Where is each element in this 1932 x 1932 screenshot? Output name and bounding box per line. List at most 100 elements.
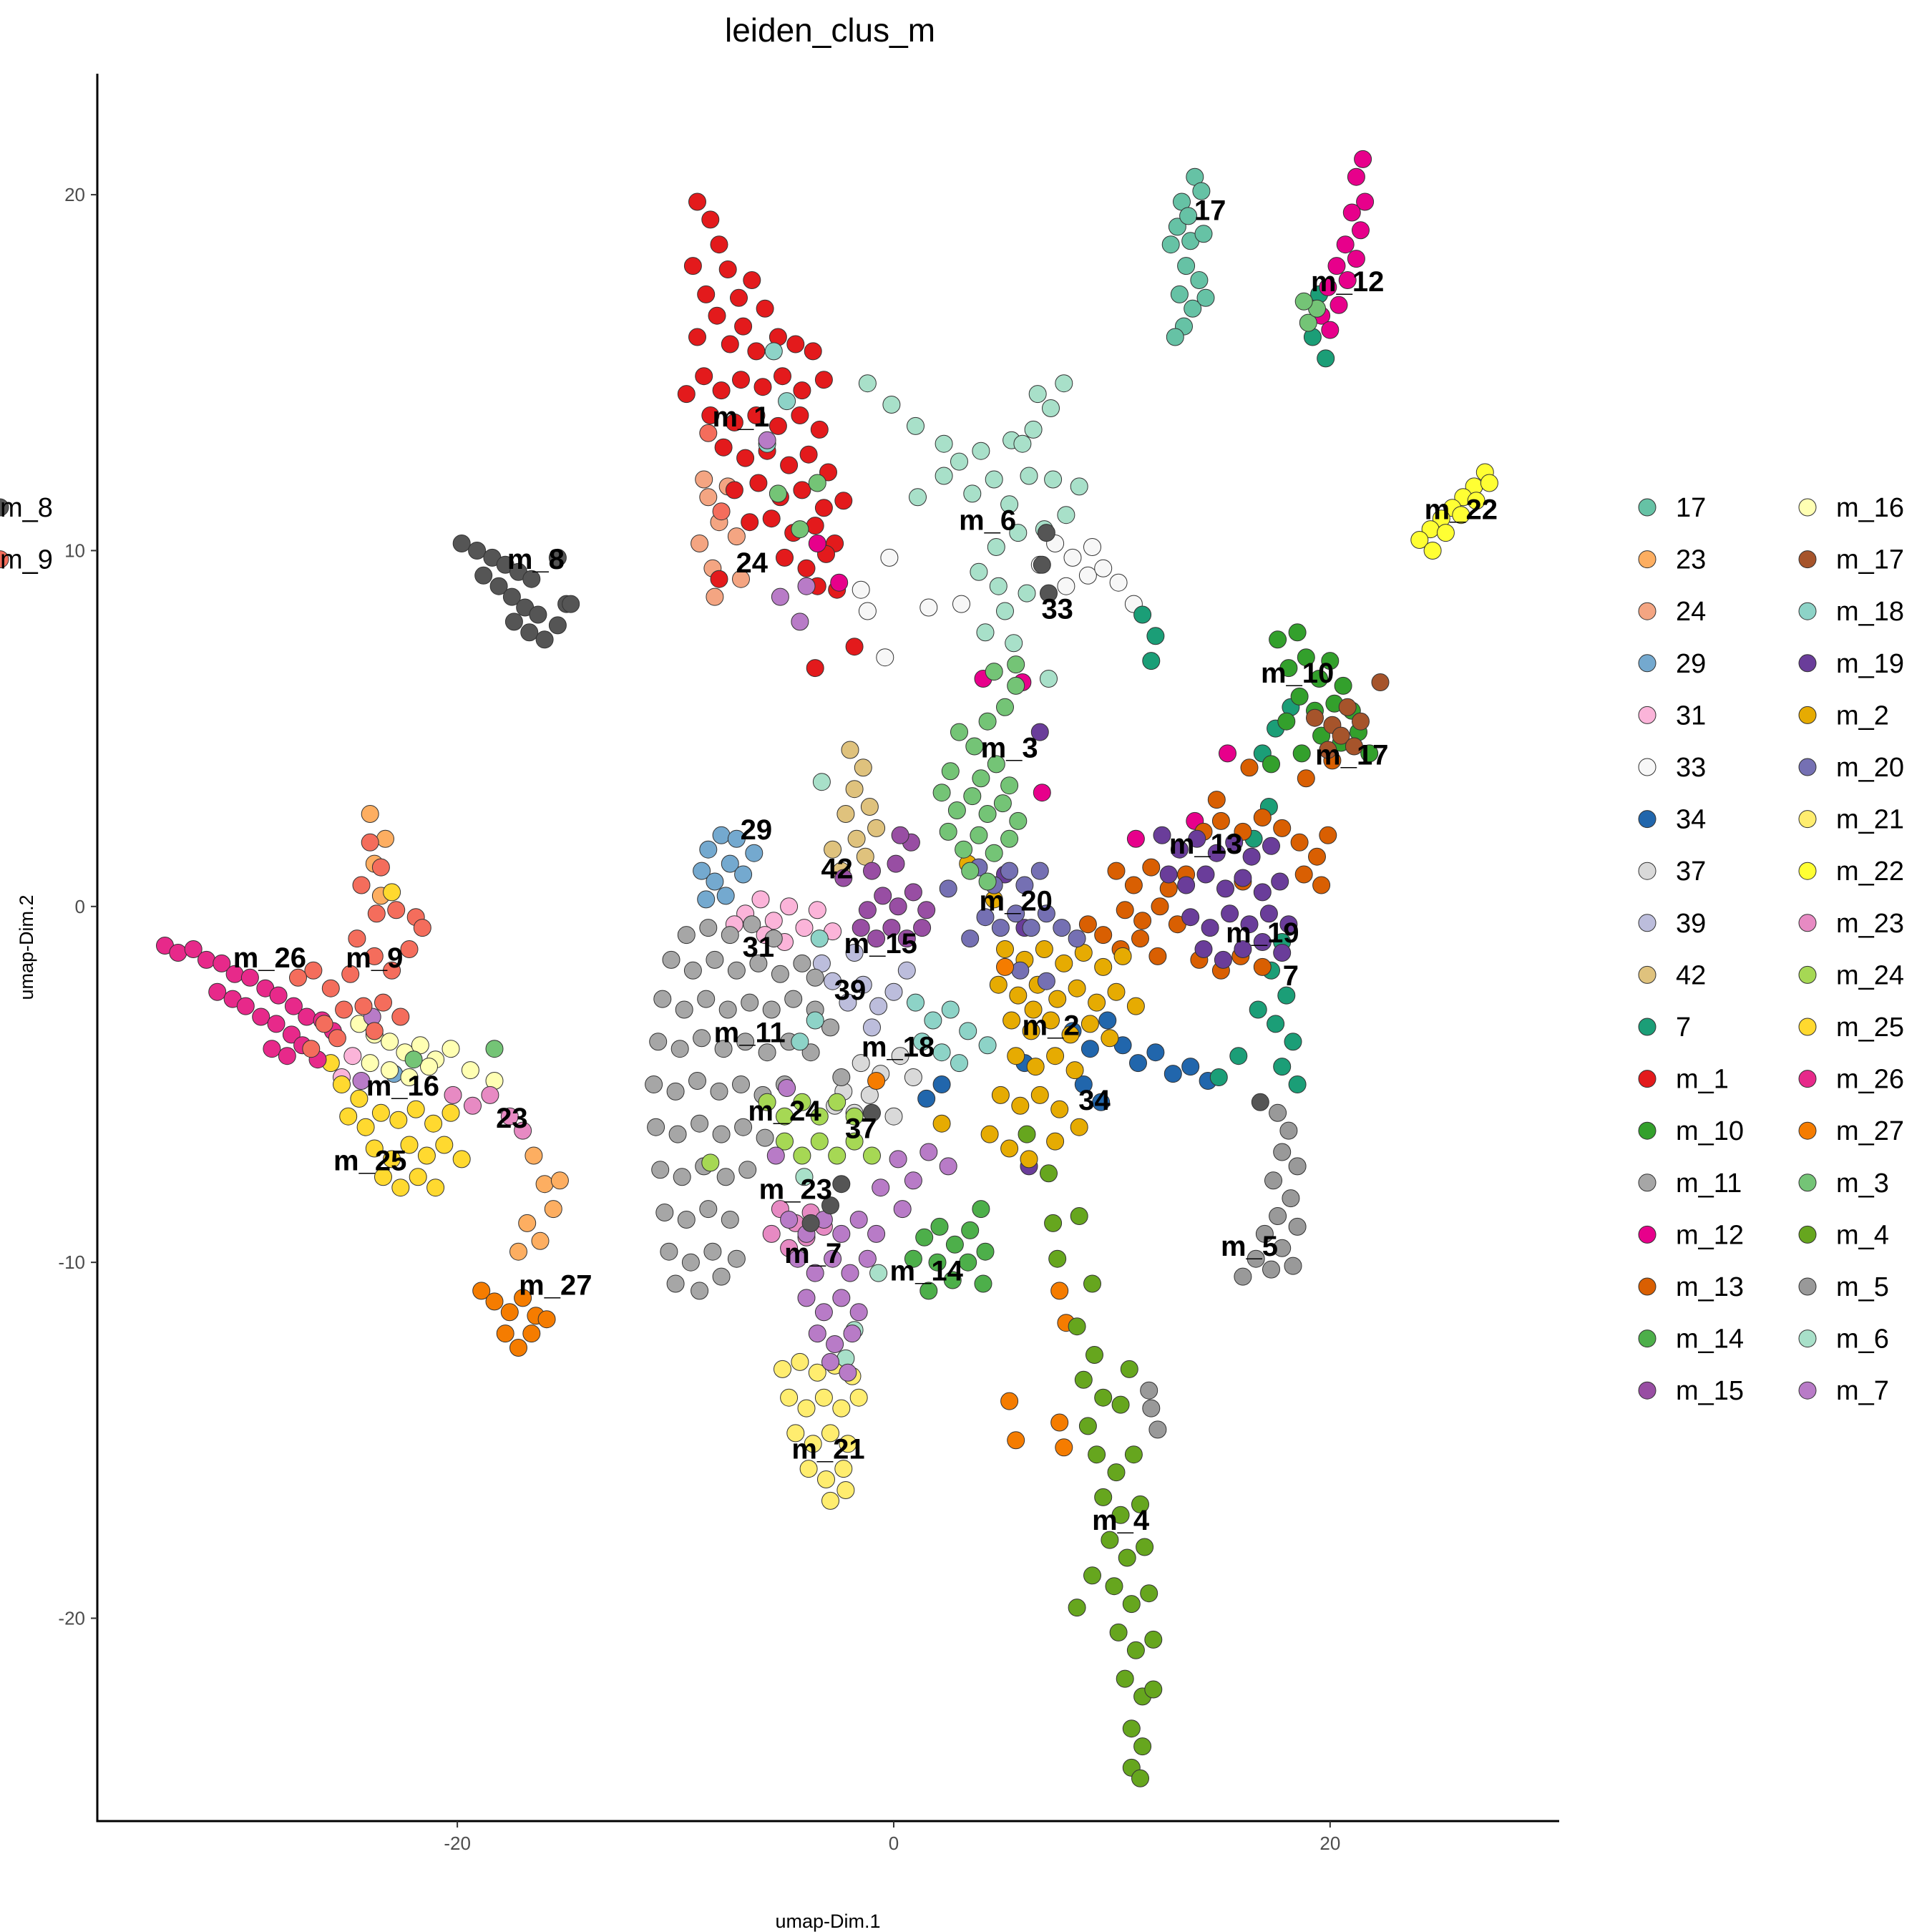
legend-key-m_7 xyxy=(1798,1381,1817,1400)
point-m_1-49 xyxy=(797,559,816,577)
point-m_3-30 xyxy=(404,1050,423,1069)
point-m_21-17 xyxy=(821,1491,839,1510)
point-m_3-13 xyxy=(993,794,1012,813)
point-m_6-6 xyxy=(1024,420,1043,439)
point-17-3 xyxy=(1168,218,1186,236)
point-m_20-14 xyxy=(1037,972,1055,990)
point-m_14-9 xyxy=(919,1282,938,1300)
legend-key-m_20 xyxy=(1798,758,1817,776)
point-m_18-4 xyxy=(913,1033,932,1051)
point-m_6-18 xyxy=(1070,477,1088,496)
point-29-0 xyxy=(699,840,718,859)
point-33-13 xyxy=(858,602,877,620)
legend-key-m_21 xyxy=(1798,810,1817,829)
point-m_27-1 xyxy=(485,1292,504,1311)
point-m_5-6 xyxy=(1269,1207,1287,1225)
legend-label-m_26: m_26 xyxy=(1836,1065,1904,1095)
point-m_6-15 xyxy=(1000,495,1019,514)
point-m_11-52 xyxy=(703,1242,722,1261)
point-m_11-14 xyxy=(697,990,716,1008)
point-m_2-8 xyxy=(1009,986,1028,1005)
point-m_4-20 xyxy=(1140,1584,1158,1603)
point-34-1 xyxy=(1080,1040,1099,1058)
point-m_7-32 xyxy=(791,613,809,631)
point-m_4-35 xyxy=(1083,1566,1101,1585)
point-m_4-4 xyxy=(1085,1346,1103,1364)
point-m_9-13 xyxy=(304,961,323,980)
point-m_1-30 xyxy=(810,420,829,439)
point-m_2-10 xyxy=(1048,990,1067,1008)
point-m_19-24 xyxy=(1273,944,1292,962)
cluster-label-42: 42 xyxy=(821,854,853,885)
legend-label-33: 33 xyxy=(1676,753,1706,783)
cluster-label-m_25: m_25 xyxy=(333,1145,406,1176)
point-39-3 xyxy=(869,997,888,1015)
point-m_5-2 xyxy=(1273,1143,1292,1161)
point-m_1-27 xyxy=(747,406,766,424)
point-m_5-11 xyxy=(1262,1260,1280,1279)
point-17-11 xyxy=(1166,328,1184,346)
point-m_11-15 xyxy=(718,1000,737,1019)
point-m_13-6 xyxy=(1133,912,1152,930)
point-m_6-30 xyxy=(858,374,877,393)
point-m_11-9 xyxy=(749,954,768,972)
point-33-10 xyxy=(919,598,938,617)
legend-key-m_14 xyxy=(1638,1330,1657,1348)
point-m_24-5 xyxy=(845,1107,864,1126)
point-m_1-2 xyxy=(710,235,728,254)
legend-label-17: 17 xyxy=(1676,493,1706,523)
point-m_24-11 xyxy=(863,1146,881,1165)
cluster-label-m_13: m_13 xyxy=(1169,829,1242,860)
cluster-label-m_19: m_19 xyxy=(1226,917,1299,949)
point-m_13-18 xyxy=(1290,833,1309,852)
point-m_17-5 xyxy=(1345,737,1363,756)
point-m_11-57 xyxy=(806,968,824,987)
point-m_2-18 xyxy=(1061,1025,1080,1044)
point-m_21-18 xyxy=(836,1481,855,1499)
point-m_11-36 xyxy=(668,1125,687,1143)
point-m_11-16 xyxy=(741,993,759,1012)
point-m_1-34 xyxy=(780,456,799,474)
point-m_18-11 xyxy=(764,342,783,361)
point-17-13 xyxy=(1179,207,1198,225)
point-m_24-9 xyxy=(828,1146,847,1165)
point-m_9-20 xyxy=(328,1029,346,1048)
point-m_2-6 xyxy=(1113,947,1132,965)
point-m_11-5 xyxy=(662,950,680,969)
point-m_15-1 xyxy=(874,887,892,905)
point-m_8-24 xyxy=(1251,1093,1269,1111)
point-m_13-20 xyxy=(1319,826,1337,844)
point-m_9-23 xyxy=(699,424,718,442)
point-m_3-23 xyxy=(985,663,1003,681)
point-m_7-11 xyxy=(797,1289,816,1307)
point-31-2 xyxy=(764,912,783,930)
point-m_2-7 xyxy=(989,975,1008,994)
point-m_1-19 xyxy=(712,381,731,400)
point-7-12 xyxy=(1284,1033,1302,1051)
point-m_25-6 xyxy=(406,1100,425,1118)
point-m_4-33 xyxy=(1044,1214,1063,1232)
point-m_7-29 xyxy=(352,1072,371,1090)
point-7-2 xyxy=(1142,652,1161,670)
point-m_2-20 xyxy=(1101,1029,1119,1048)
point-29-3 xyxy=(693,862,711,880)
point-m_6-9 xyxy=(1028,385,1047,404)
point-m_17-0 xyxy=(1306,708,1324,727)
point-m_2-37 xyxy=(1024,1000,1043,1019)
point-34-5 xyxy=(1146,1043,1165,1062)
legend-label-m_22: m_22 xyxy=(1836,857,1904,887)
point-m_11-20 xyxy=(649,1033,668,1051)
legend-key-m_3 xyxy=(1798,1174,1817,1192)
point-m_26-9 xyxy=(284,997,303,1015)
point-7-17 xyxy=(1209,1068,1228,1086)
point-m_7-15 xyxy=(808,1324,826,1343)
point-m_11-31 xyxy=(710,1082,728,1101)
point-m_1-25 xyxy=(701,406,720,424)
point-m_11-30 xyxy=(688,1072,706,1090)
point-m_9-14 xyxy=(335,1000,353,1019)
point-17-9 xyxy=(1184,299,1202,318)
point-m_8-22 xyxy=(801,1214,820,1232)
legend-label-m_9: m_9 xyxy=(0,545,53,575)
point-m_1-54 xyxy=(806,659,824,678)
point-m_7-24 xyxy=(893,1200,912,1219)
